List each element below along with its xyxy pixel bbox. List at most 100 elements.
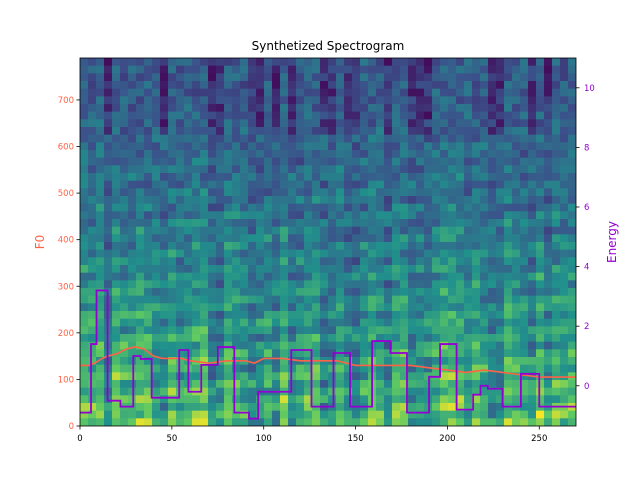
heatmap-cell (256, 280, 265, 289)
heatmap-cell (280, 188, 289, 197)
heatmap-cell (304, 288, 313, 297)
heatmap-cell (256, 88, 265, 97)
heatmap-cell (144, 341, 153, 350)
heatmap-cell (424, 188, 433, 197)
heatmap-cell (272, 65, 281, 74)
heatmap-cell (256, 127, 265, 136)
heatmap-cell (248, 387, 257, 396)
heatmap-cell (184, 96, 193, 105)
heatmap-cell (560, 96, 569, 105)
heatmap-cell (176, 188, 185, 197)
heatmap-cell (128, 410, 137, 419)
heatmap-cell (280, 326, 289, 335)
heatmap-cell (384, 119, 393, 128)
heatmap-cell (144, 257, 153, 266)
heatmap-cell (104, 104, 113, 113)
heatmap-cell (560, 265, 569, 274)
heatmap-cell (400, 196, 409, 205)
heatmap-cell (184, 173, 193, 182)
heatmap-cell (416, 96, 425, 105)
heatmap-cell (208, 288, 217, 297)
heatmap-cell (184, 418, 193, 426)
heatmap-cell (336, 257, 345, 266)
heatmap-cell (448, 410, 457, 419)
heatmap-cell (320, 387, 329, 396)
heatmap-cell (512, 311, 521, 320)
heatmap-cell (240, 157, 249, 166)
heatmap-cell (336, 96, 345, 105)
heatmap-cell (240, 326, 249, 335)
heatmap-cell (192, 326, 201, 335)
heatmap-cell (208, 403, 217, 412)
heatmap-cell (352, 234, 361, 243)
heatmap-cell (528, 288, 537, 297)
heatmap-cell (552, 265, 561, 274)
heatmap-cell (552, 357, 561, 366)
heatmap-cell (216, 150, 225, 159)
heatmap-cell (144, 234, 153, 243)
heatmap-cell (496, 196, 505, 205)
heatmap-cell (248, 395, 257, 404)
heatmap-cell (224, 234, 233, 243)
heatmap-cell (400, 249, 409, 258)
heatmap-cell (288, 341, 297, 350)
heatmap-cell (560, 219, 569, 228)
heatmap-cell (536, 58, 545, 67)
heatmap-cell (416, 242, 425, 251)
heatmap-cell (552, 150, 561, 159)
heatmap-cell (448, 104, 457, 113)
heatmap-cell (384, 311, 393, 320)
heatmap-cell (312, 249, 321, 258)
heatmap-cell (376, 211, 385, 220)
heatmap-cell (560, 180, 569, 189)
heatmap-cell (128, 211, 137, 220)
heatmap-cell (512, 372, 521, 381)
heatmap-cell (168, 272, 177, 281)
heatmap-cell (184, 318, 193, 327)
heatmap-cell (440, 81, 449, 90)
heatmap-cell (240, 295, 249, 304)
heatmap-cell (416, 165, 425, 174)
heatmap-cell (208, 104, 217, 113)
heatmap-cell (224, 65, 233, 74)
heatmap-cell (400, 265, 409, 274)
heatmap-cell (208, 341, 217, 350)
heatmap-cell (376, 104, 385, 113)
heatmap-cell (472, 96, 481, 105)
heatmap-cell (408, 104, 417, 113)
heatmap-cell (568, 234, 576, 243)
heatmap-cell (160, 395, 169, 404)
heatmap-cell (240, 226, 249, 235)
heatmap-cell (288, 418, 297, 426)
heatmap-cell (240, 387, 249, 396)
heatmap-cell (352, 219, 361, 228)
heatmap-cell (488, 295, 497, 304)
heatmap-cell (304, 326, 313, 335)
heatmap-cell (328, 157, 337, 166)
heatmap-cell (520, 303, 529, 312)
heatmap-cell (256, 111, 265, 120)
heatmap-cell (200, 226, 209, 235)
heatmap-cell (280, 219, 289, 228)
heatmap-cell (312, 58, 321, 67)
heatmap-cell (344, 357, 353, 366)
heatmap-cell (568, 127, 576, 136)
heatmap-cell (408, 403, 417, 412)
heatmap-cell (368, 180, 377, 189)
heatmap-cell (120, 372, 129, 381)
heatmap-cell (448, 81, 457, 90)
heatmap-cell (208, 142, 217, 151)
heatmap-cell (240, 104, 249, 113)
heatmap-cell (224, 242, 233, 251)
heatmap-cell (384, 134, 393, 143)
heatmap-cell (496, 150, 505, 159)
heatmap-cell (176, 380, 185, 389)
heatmap-cell (232, 395, 241, 404)
heatmap-cell (488, 326, 497, 335)
heatmap-cell (384, 111, 393, 120)
heatmap-cell (168, 196, 177, 205)
heatmap-cell (488, 211, 497, 220)
heatmap-cell (312, 280, 321, 289)
heatmap-cell (312, 173, 321, 182)
